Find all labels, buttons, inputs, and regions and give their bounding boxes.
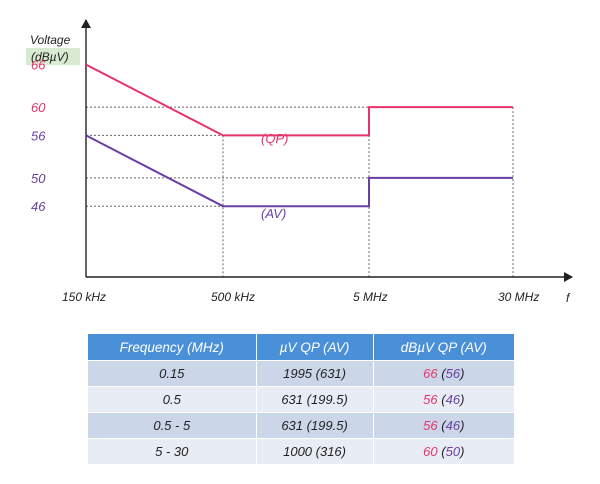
cell-qp-value: 56 (423, 418, 438, 433)
series-line-qp (85, 63, 513, 137)
cell-uv: 631 (199.5) (256, 386, 374, 413)
cell-frequency: 0.5 - 5 (88, 412, 257, 439)
y-tick-label: 50 (31, 171, 46, 186)
series-label-av: (AV) (261, 206, 286, 221)
ylabel-highlight (26, 48, 80, 65)
cell-dbuv: 56 (46) (373, 412, 514, 439)
xlabel: f (566, 291, 571, 305)
ylabel-line1: Voltage (30, 33, 71, 47)
cell-qp-value: 66 (423, 366, 438, 381)
x-tick-label: 500 kHz (211, 290, 255, 304)
y-tick-label: 60 (31, 100, 46, 115)
cell-frequency: 5 - 30 (88, 438, 257, 464)
cell-av-value: 46 (445, 418, 461, 433)
cell-av-value: 46 (445, 392, 461, 407)
cell-frequency: 0.5 (88, 386, 257, 413)
cell-dbuv: 56 (46) (373, 386, 514, 413)
ylabel-line2: (dBµV) (31, 50, 69, 64)
series-line-av (85, 134, 513, 208)
cell-av-value: 50 (445, 444, 461, 459)
limits-table: Frequency (MHz) µV QP (AV) dBµV QP (AV) … (88, 334, 514, 464)
cell-av-value: 56 (445, 366, 461, 381)
y-tick-label: 66 (31, 58, 46, 73)
y-tick-label: 46 (31, 199, 46, 214)
x-tick-label: 150 kHz (62, 290, 106, 304)
table-row: 5 - 30 1000 (316) 60 (50) (88, 438, 514, 464)
header-uv: µV QP (AV) (256, 334, 374, 361)
table-row: 0.5 - 5 631 (199.5) 56 (46) (88, 412, 514, 439)
cell-qp-value: 56 (423, 392, 438, 407)
table-header-row: Frequency (MHz) µV QP (AV) dBµV QP (AV) (88, 334, 514, 361)
cell-dbuv: 60 (50) (373, 438, 514, 464)
series-label-qp: (QP) (261, 131, 288, 146)
table-row: 0.15 1995 (631) 66 (56) (88, 360, 514, 387)
x-tick-label: 30 MHz (498, 290, 539, 304)
header-dbuv: dBµV QP (AV) (373, 334, 514, 361)
cell-dbuv: 66 (56) (373, 360, 514, 387)
cell-qp-value: 60 (423, 444, 438, 459)
x-tick-label: 5 MHz (353, 290, 388, 304)
cell-uv: 631 (199.5) (256, 412, 374, 439)
header-frequency: Frequency (MHz) (88, 334, 257, 361)
cell-uv: 1995 (631) (256, 360, 374, 387)
cell-frequency: 0.15 (88, 360, 257, 387)
y-tick-label: 56 (31, 128, 46, 143)
cell-uv: 1000 (316) (256, 438, 374, 464)
table-row: 0.5 631 (199.5) 56 (46) (88, 386, 514, 413)
emission-limit-chart: Voltage (dBµV)66 60 56 50 46 150 kHz 500 kHz 5 M… (26, 19, 573, 305)
